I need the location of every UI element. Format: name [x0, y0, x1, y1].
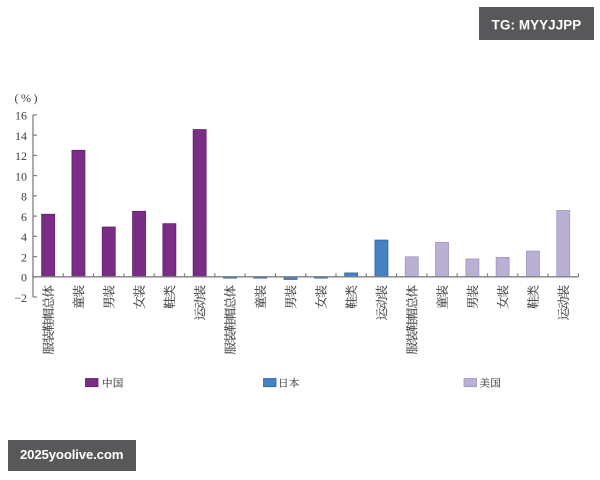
svg-text:2025yoolive.com: 2025yoolive.com — [20, 447, 123, 462]
svg-text:10: 10 — [15, 169, 27, 183]
svg-text:16: 16 — [15, 109, 27, 123]
svg-text:TG: MYYJJPP: TG: MYYJJPP — [492, 17, 582, 32]
svg-text:4: 4 — [21, 230, 27, 244]
svg-text:6: 6 — [21, 210, 27, 224]
svg-text:8: 8 — [21, 190, 27, 204]
svg-text:12: 12 — [15, 149, 27, 163]
svg-text:0: 0 — [21, 271, 27, 285]
svg-text:(%): (%) — [15, 91, 41, 105]
svg-text:−2: −2 — [14, 291, 27, 305]
svg-text:2: 2 — [21, 250, 27, 264]
svg-text:14: 14 — [15, 129, 27, 143]
